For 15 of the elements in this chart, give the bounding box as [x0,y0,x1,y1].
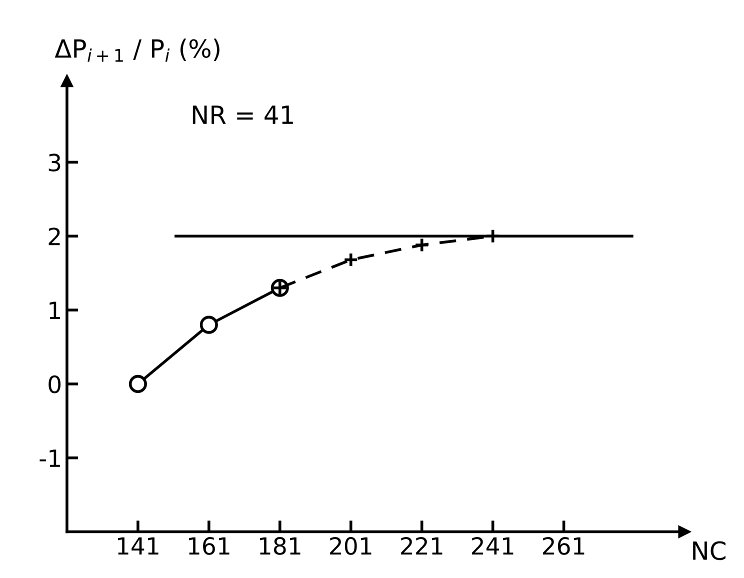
y-axis-title: ΔP$_{i+1}$ / P$_{i}$ (%) [54,38,220,62]
x-tick-label: 261 [543,537,584,555]
x-tick-label: 201 [330,537,372,555]
x-tick-label: 221 [401,537,442,555]
x-tick-label: 181 [260,537,300,555]
y-tick-label: 3 [48,154,60,172]
y-tick-label: 1 [50,302,60,320]
x-tick-label: 241 [472,537,514,555]
annotation: NR = 41 [192,106,293,124]
y-tick-label: 0 [48,375,61,394]
y-tick-label: 2 [48,228,60,246]
y-tick-label: -1 [40,450,60,467]
x-axis-title: NC [693,541,726,560]
x-tick-label: 141 [118,537,158,555]
x-tick-label: 161 [188,537,230,555]
